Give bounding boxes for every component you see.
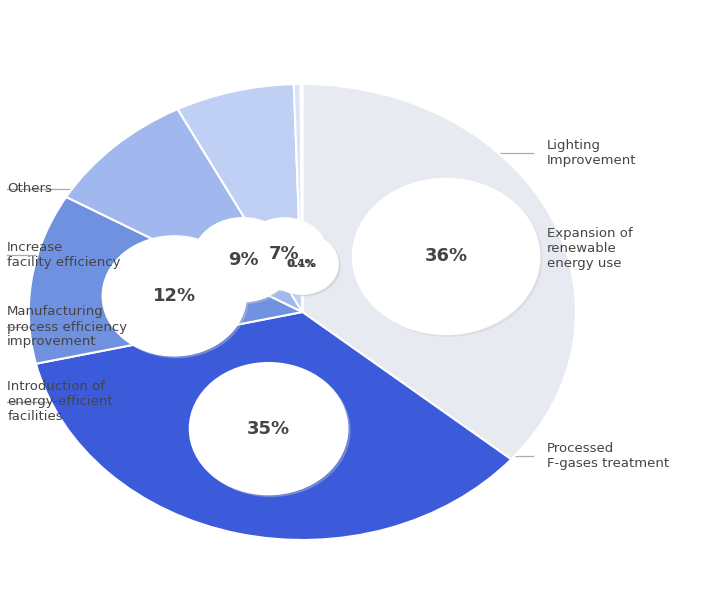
- Circle shape: [267, 236, 339, 296]
- Text: 0.1%: 0.1%: [288, 259, 317, 269]
- Wedge shape: [302, 84, 576, 460]
- Text: Introduction of
energy-efficient
facilities: Introduction of energy-efficient facilit…: [7, 380, 113, 424]
- Text: Others: Others: [7, 182, 52, 196]
- Text: 7%: 7%: [269, 245, 300, 263]
- Text: 0.4%: 0.4%: [287, 259, 316, 269]
- Circle shape: [241, 218, 328, 290]
- Wedge shape: [29, 197, 302, 364]
- Wedge shape: [294, 84, 302, 312]
- Circle shape: [269, 236, 341, 296]
- Circle shape: [266, 234, 338, 294]
- Circle shape: [102, 236, 246, 356]
- Circle shape: [355, 180, 542, 336]
- Text: 9%: 9%: [228, 251, 258, 269]
- Text: Manufacturing
process efficiency
improvement: Manufacturing process efficiency improve…: [7, 305, 127, 349]
- Wedge shape: [301, 84, 302, 312]
- Circle shape: [104, 238, 248, 358]
- Circle shape: [189, 362, 348, 494]
- Circle shape: [265, 234, 337, 294]
- Circle shape: [193, 218, 294, 302]
- Text: Expansion of
renewable
energy use: Expansion of renewable energy use: [547, 227, 633, 271]
- Text: 36%: 36%: [425, 247, 468, 265]
- Wedge shape: [178, 84, 302, 312]
- Circle shape: [195, 220, 296, 304]
- Wedge shape: [66, 109, 302, 312]
- Text: Processed
F-gases treatment: Processed F-gases treatment: [547, 442, 670, 470]
- Circle shape: [243, 220, 330, 292]
- Text: Lighting
Improvement: Lighting Improvement: [547, 139, 636, 167]
- Text: 12%: 12%: [153, 287, 196, 305]
- Wedge shape: [36, 312, 511, 540]
- Circle shape: [353, 178, 540, 334]
- Text: Increase
facility efficiency: Increase facility efficiency: [7, 241, 121, 269]
- Circle shape: [192, 364, 350, 496]
- Text: 35%: 35%: [247, 419, 290, 437]
